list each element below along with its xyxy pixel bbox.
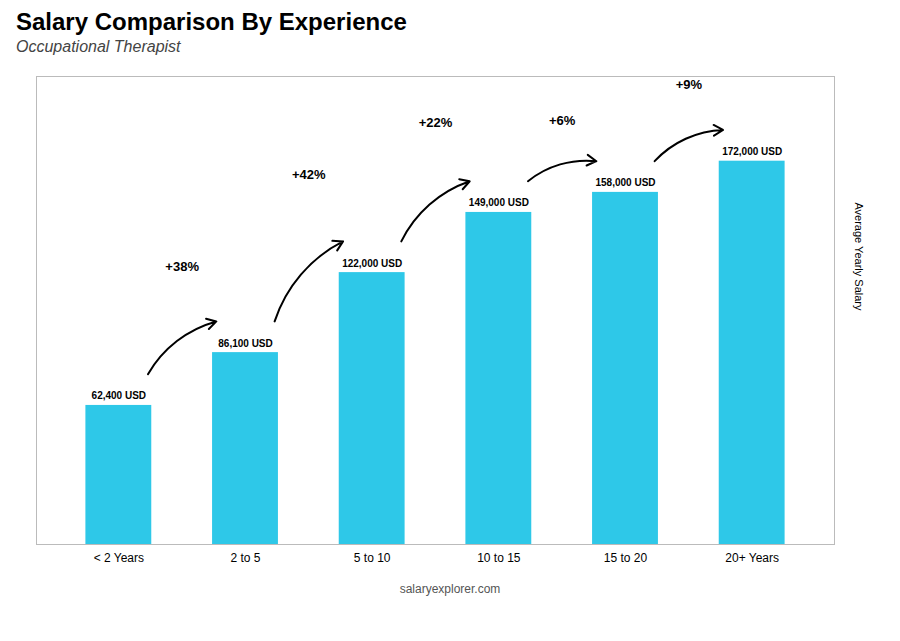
- svg-text:172,000 USD: 172,000 USD: [722, 146, 782, 157]
- svg-text:2 to 5: 2 to 5: [230, 551, 260, 565]
- svg-text:122,000 USD: 122,000 USD: [342, 258, 402, 269]
- svg-text:20+ Years: 20+ Years: [725, 551, 779, 565]
- svg-text:+6%: +6%: [549, 113, 576, 128]
- svg-text:Average Yearly Salary: Average Yearly Salary: [853, 202, 865, 311]
- svg-text:+38%: +38%: [165, 259, 199, 274]
- html-text:salaryexplorer.com: salaryexplorer.com: [399, 582, 501, 596]
- svg-text:86,100 USD: 86,100 USD: [218, 338, 272, 349]
- svg-text:62,400 USD: 62,400 USD: [92, 390, 146, 401]
- svg-text:5 to 10: 5 to 10: [354, 551, 391, 565]
- svg-text:+22%: +22%: [419, 115, 453, 130]
- svg-text:15 to 20: 15 to 20: [604, 551, 648, 565]
- svg-text:158,000 USD: 158,000 USD: [595, 177, 655, 188]
- html-text:Salary Comparison By Experienc: Salary Comparison By Experience: [16, 8, 407, 35]
- svg-text:< 2 Years: < 2 Years: [94, 551, 144, 565]
- svg-text:+42%: +42%: [292, 167, 326, 182]
- svg-text:10 to 15: 10 to 15: [477, 551, 521, 565]
- svg-text:+9%: +9%: [676, 77, 703, 92]
- html-text:Occupational Therapist: Occupational Therapist: [16, 38, 181, 55]
- svg-text:149,000 USD: 149,000 USD: [469, 197, 529, 208]
